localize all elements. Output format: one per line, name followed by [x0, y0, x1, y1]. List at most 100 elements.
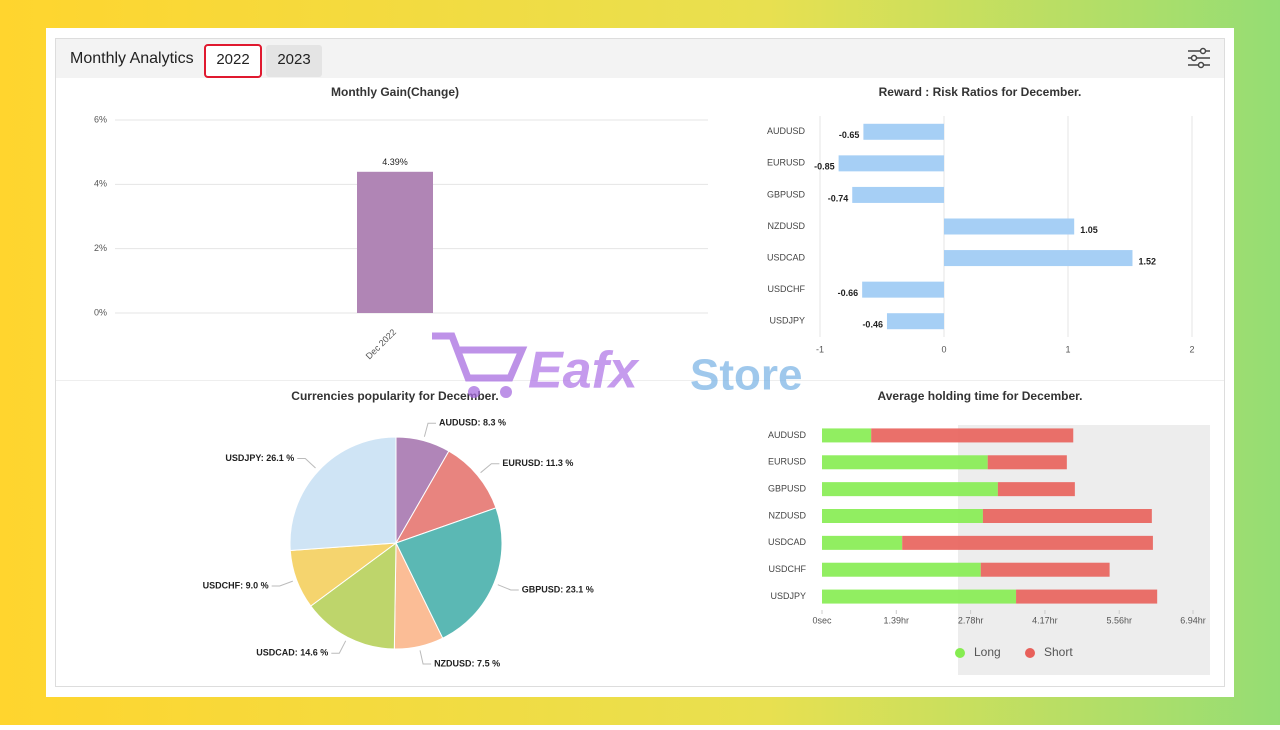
chart-title: Currencies popularity for December. — [291, 389, 498, 403]
bar — [944, 250, 1133, 267]
bar-segment — [822, 535, 903, 550]
watermark-text: Eafx — [528, 342, 640, 400]
tab-label: 2023 — [277, 51, 310, 68]
bar — [862, 281, 944, 298]
x-tick-label: 4.17hr — [1032, 615, 1058, 625]
bar-segment — [822, 509, 983, 523]
cart-wheel — [468, 386, 480, 398]
legend-swatch — [955, 648, 965, 658]
bar-segment — [997, 482, 1075, 497]
bar — [357, 171, 433, 313]
cart-icon — [432, 332, 528, 382]
legend-label: Short — [1044, 645, 1073, 659]
bar — [886, 313, 944, 330]
bar-segment — [1016, 589, 1158, 604]
y-tick-label: GBPUSD — [768, 484, 807, 494]
slice-label: GBPUSD: 23.1 % — [522, 584, 594, 594]
slice-label: USDCHF: 9.0 % — [203, 580, 269, 590]
legend-swatch — [1025, 648, 1035, 658]
value-label: 1.52 — [1138, 256, 1156, 266]
filter-icon[interactable] — [1188, 47, 1210, 69]
leader-line — [419, 650, 432, 665]
legend-label: Long — [974, 645, 1001, 659]
bar-segment — [902, 535, 1153, 550]
watermark: Eafx Store — [432, 332, 802, 400]
x-tick-label: 0 — [941, 344, 946, 354]
value-label: -0.66 — [838, 288, 859, 298]
bar-segment — [822, 482, 998, 497]
tab-bg — [266, 45, 322, 77]
x-tick-label: -1 — [816, 344, 824, 354]
y-tick-label: USDCHF — [768, 284, 806, 294]
x-tick-label: 1 — [1065, 344, 1070, 354]
y-tick-label: USDCAD — [767, 252, 806, 262]
value-label: -0.65 — [839, 130, 860, 140]
x-tick-label: 5.56hr — [1106, 615, 1132, 625]
leader-line — [271, 580, 293, 587]
y-tick-label: USDJPY — [769, 316, 805, 326]
bar-segment — [980, 562, 1110, 577]
x-tick-label: 1.39hr — [884, 615, 910, 625]
bar — [838, 155, 944, 172]
y-tick-label: 2% — [94, 243, 107, 253]
x-tick-label: 2 — [1189, 344, 1194, 354]
y-tick-label: 0% — [94, 307, 107, 317]
value-label: 1.05 — [1080, 225, 1098, 235]
cart-wheel — [500, 386, 512, 398]
y-tick-label: USDJPY — [770, 591, 806, 601]
tabs: 2022 2023 — [204, 44, 322, 78]
y-tick-label: NZDUSD — [768, 221, 806, 231]
leader-line — [480, 463, 500, 474]
pie-slice — [394, 450, 497, 544]
value-label: -0.85 — [814, 162, 835, 172]
value-label: -0.74 — [828, 193, 849, 203]
y-tick-label: AUDUSD — [767, 126, 806, 136]
y-tick-label: USDCAD — [768, 537, 807, 547]
pie-slice — [289, 436, 397, 552]
bar — [944, 218, 1075, 235]
leader-line — [497, 584, 519, 591]
y-tick-label: 6% — [94, 114, 107, 124]
tab[interactable]: 2023 — [266, 45, 322, 77]
tab[interactable]: 2022 — [204, 44, 262, 78]
leader-line — [423, 422, 436, 437]
watermark-text: Store — [690, 351, 802, 400]
slice-label: USDCAD: 14.6 % — [256, 648, 328, 658]
bar-segment — [822, 428, 872, 443]
x-tick-label: 0sec — [812, 615, 832, 625]
chart-title: Average holding time for December. — [878, 389, 1083, 403]
bar — [863, 123, 944, 140]
slice-label: EURUSD: 11.3 % — [502, 458, 573, 468]
bar-segment — [822, 562, 981, 577]
slice-label: NZDUSD: 7.5 % — [434, 658, 500, 668]
pie-slice — [395, 507, 503, 639]
slice-label: USDJPY: 26.1 % — [225, 453, 294, 463]
y-tick-label: USDCHF — [769, 564, 807, 574]
chart-title: Monthly Gain(Change) — [331, 85, 459, 99]
slice-label: AUDUSD: 8.3 % — [439, 418, 506, 428]
chart-title: Reward : Risk Ratios for December. — [879, 85, 1082, 99]
bar-segment — [982, 509, 1152, 523]
bar — [852, 186, 944, 203]
y-tick-label: GBPUSD — [767, 189, 806, 199]
x-tick-label: 2.78hr — [958, 615, 984, 625]
bar-segment — [987, 455, 1067, 470]
y-tick-label: 4% — [94, 179, 107, 189]
value-label: 4.39% — [382, 157, 408, 167]
pie-slice — [310, 541, 397, 650]
bar-segment — [822, 589, 1017, 604]
y-tick-label: NZDUSD — [769, 510, 807, 520]
y-tick-label: EURUSD — [768, 457, 807, 467]
x-tick-label: 6.94hr — [1180, 615, 1206, 625]
leader-line — [297, 457, 316, 469]
y-tick-label: EURUSD — [767, 158, 806, 168]
tab-label: 2022 — [216, 51, 249, 68]
value-label: -0.46 — [862, 320, 883, 330]
y-tick-label: AUDUSD — [768, 430, 807, 440]
charts: Monthly Gain(Change)0%2%4%6%4.39%Dec 202… — [94, 85, 1206, 668]
tab-bg — [204, 44, 262, 78]
bar-segment — [871, 428, 1074, 443]
bar-segment — [822, 455, 988, 470]
